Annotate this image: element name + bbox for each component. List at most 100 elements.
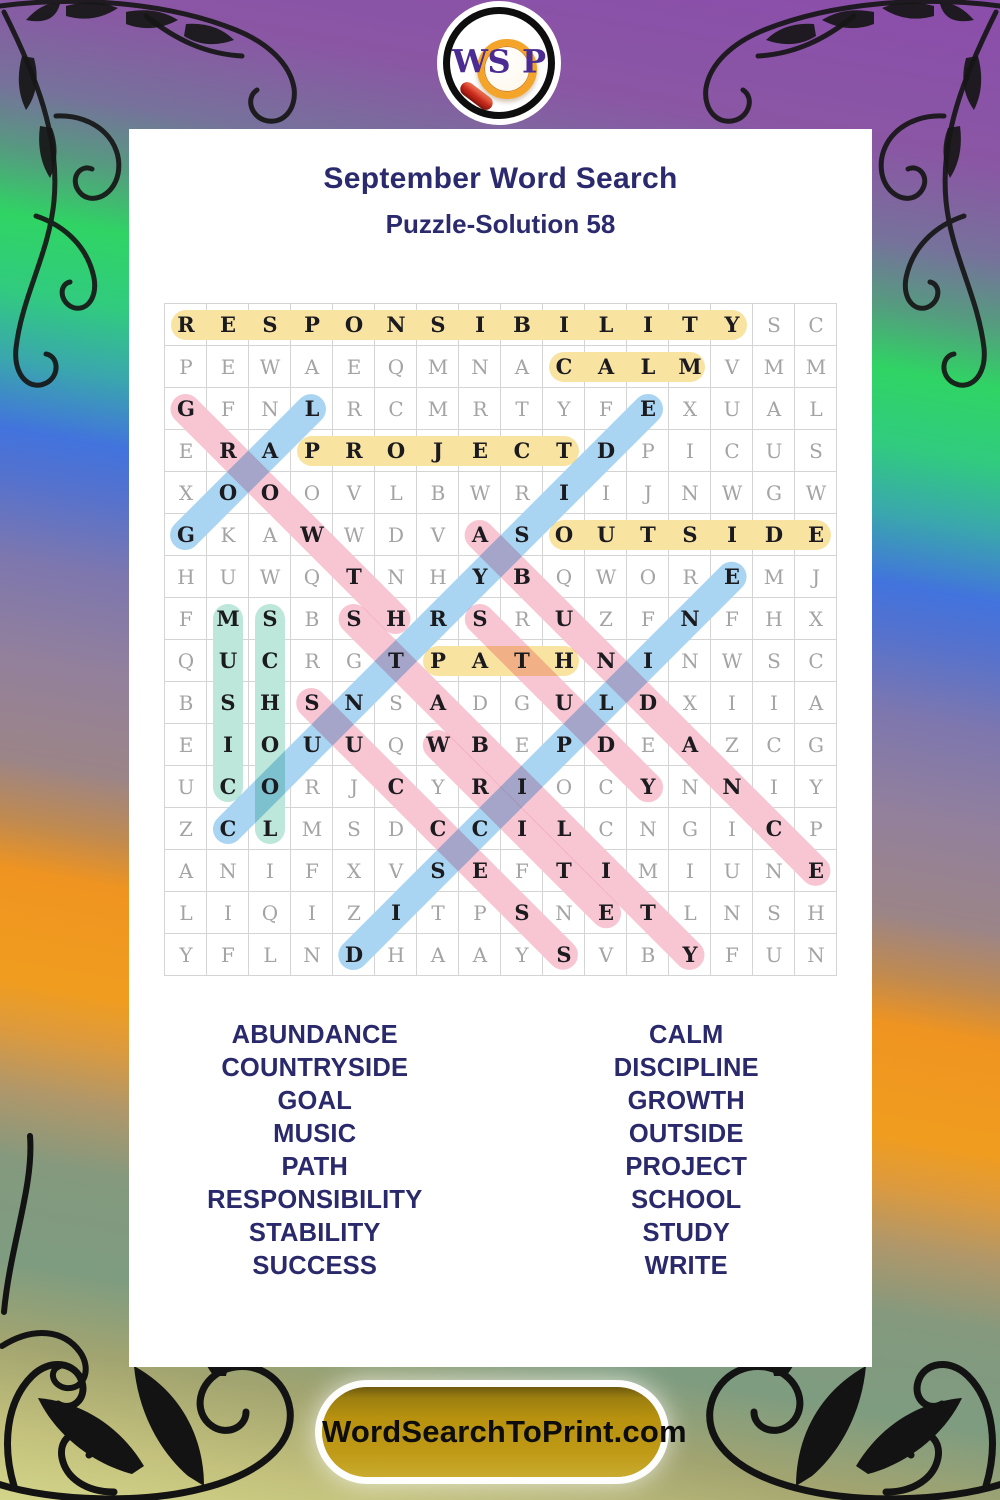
grid-cell: E [471, 858, 488, 883]
grid-cell: P [809, 817, 823, 841]
grid-cell: W [469, 481, 491, 505]
grid-cell: C [808, 313, 824, 337]
grid-cell: U [765, 439, 783, 463]
brand-text: WordSearchToPrint.com [322, 1414, 687, 1449]
grid-cell: E [514, 733, 530, 757]
grid-cell: U [723, 859, 741, 883]
grid-cell: C [513, 438, 531, 463]
grid-cell: U [218, 648, 238, 673]
highlight-calm [548, 351, 705, 382]
word-list-item: SUCCESS [252, 1252, 378, 1280]
grid-cell: J [433, 438, 443, 463]
grid-cell: S [767, 901, 781, 925]
grid-cell: X [808, 607, 824, 631]
word-list-item: COUNTRYSIDE [221, 1054, 409, 1082]
grid-cell: H [177, 565, 195, 589]
grid-cell: S [347, 817, 361, 841]
grid-cell: E [220, 355, 236, 379]
grid-cell: F [599, 397, 613, 421]
grid-cell: N [681, 481, 699, 505]
grid-cell: G [177, 396, 195, 421]
grid-cell: D [387, 817, 405, 841]
grid-cell: I [391, 900, 401, 925]
grid-cell: N [596, 648, 616, 673]
grid-cell: A [429, 690, 447, 715]
puzzle-subtitle: Puzzle-Solution 58 [385, 209, 616, 239]
word-list-item: PATH [281, 1153, 348, 1181]
grid-cell: N [765, 859, 783, 883]
word-list-item: ABUNDANCE [231, 1021, 398, 1049]
word-list-item: PROJECT [625, 1153, 748, 1181]
grid-cell: I [686, 439, 694, 463]
grid-cell: I [770, 691, 778, 715]
grid-cell: R [429, 606, 447, 631]
grid-cell: V [388, 859, 404, 883]
grid-cell: M [427, 355, 449, 379]
grid-cell: S [346, 606, 362, 631]
grid-cell: D [764, 522, 784, 547]
grid-cell: B [471, 732, 489, 757]
highlight-project [296, 435, 579, 466]
grid-cell: C [219, 816, 237, 841]
grid-cell: T [640, 900, 656, 925]
grid-cell: W [721, 649, 743, 673]
grid-cell: B [640, 943, 656, 967]
grid-cell: M [763, 565, 785, 589]
grid-cell: S [430, 312, 446, 337]
grid-cell: N [639, 817, 657, 841]
grid-cell: Q [387, 733, 405, 757]
grid-cell: U [177, 775, 195, 799]
brand-button[interactable]: WordSearchToPrint.com [322, 1387, 687, 1477]
grid-cell: I [224, 901, 232, 925]
grid-cell: T [388, 648, 404, 673]
grid-cell: X [682, 691, 698, 715]
grid-cell: C [555, 354, 573, 379]
grid-cell: L [179, 901, 193, 925]
grid-cell: I [601, 858, 611, 883]
grid-cell: E [807, 522, 824, 547]
grid-cell: Y [809, 775, 823, 799]
grid-cell: C [388, 397, 404, 421]
grid-cell: Y [515, 943, 529, 967]
grid-cell: L [389, 481, 403, 505]
magnifying-glass-icon [477, 39, 537, 99]
grid-cell: Y [472, 564, 488, 589]
grid-cell: N [723, 901, 741, 925]
grid-cell: E [639, 396, 656, 421]
grid-cell: M [301, 817, 323, 841]
grid-cell: E [178, 439, 194, 463]
grid-cell: I [559, 312, 569, 337]
grid-cell: A [262, 523, 278, 547]
grid-cell: C [429, 816, 447, 841]
grid-cell: W [805, 481, 827, 505]
grid-cell: S [472, 606, 488, 631]
grid-cell: L [263, 943, 277, 967]
grid-cell: O [639, 565, 657, 589]
grid-cell: I [643, 312, 653, 337]
word-list-item: RESPONSIBILITY [207, 1186, 423, 1214]
grid-cell: N [344, 690, 364, 715]
grid-cell: A [178, 859, 194, 883]
word-list-item: MUSIC [273, 1120, 357, 1148]
grid-cell: O [555, 775, 573, 799]
grid-cell: M [637, 859, 659, 883]
grid-cell: Z [179, 817, 193, 841]
grid-cell: W [259, 355, 281, 379]
grid-cell: O [260, 774, 280, 799]
logo-letter-w: W [452, 42, 488, 81]
grid-cell: D [638, 690, 658, 715]
grid-cell: P [304, 438, 320, 463]
grid-cell: T [556, 438, 572, 463]
grid-cell: O [218, 480, 238, 505]
grid-cell: G [346, 649, 362, 673]
grid-cell: P [304, 312, 320, 337]
grid-cell: F [221, 943, 235, 967]
grid-cell: S [262, 312, 278, 337]
grid-cell: C [765, 816, 783, 841]
grid-cell: B [513, 312, 531, 337]
grid-cell: C [219, 774, 237, 799]
grid-cell: A [514, 355, 530, 379]
grid-cell: G [766, 481, 782, 505]
puzzle-card: September Word Search Puzzle-Solution 58… [129, 129, 872, 1367]
grid-cell: G [682, 817, 698, 841]
